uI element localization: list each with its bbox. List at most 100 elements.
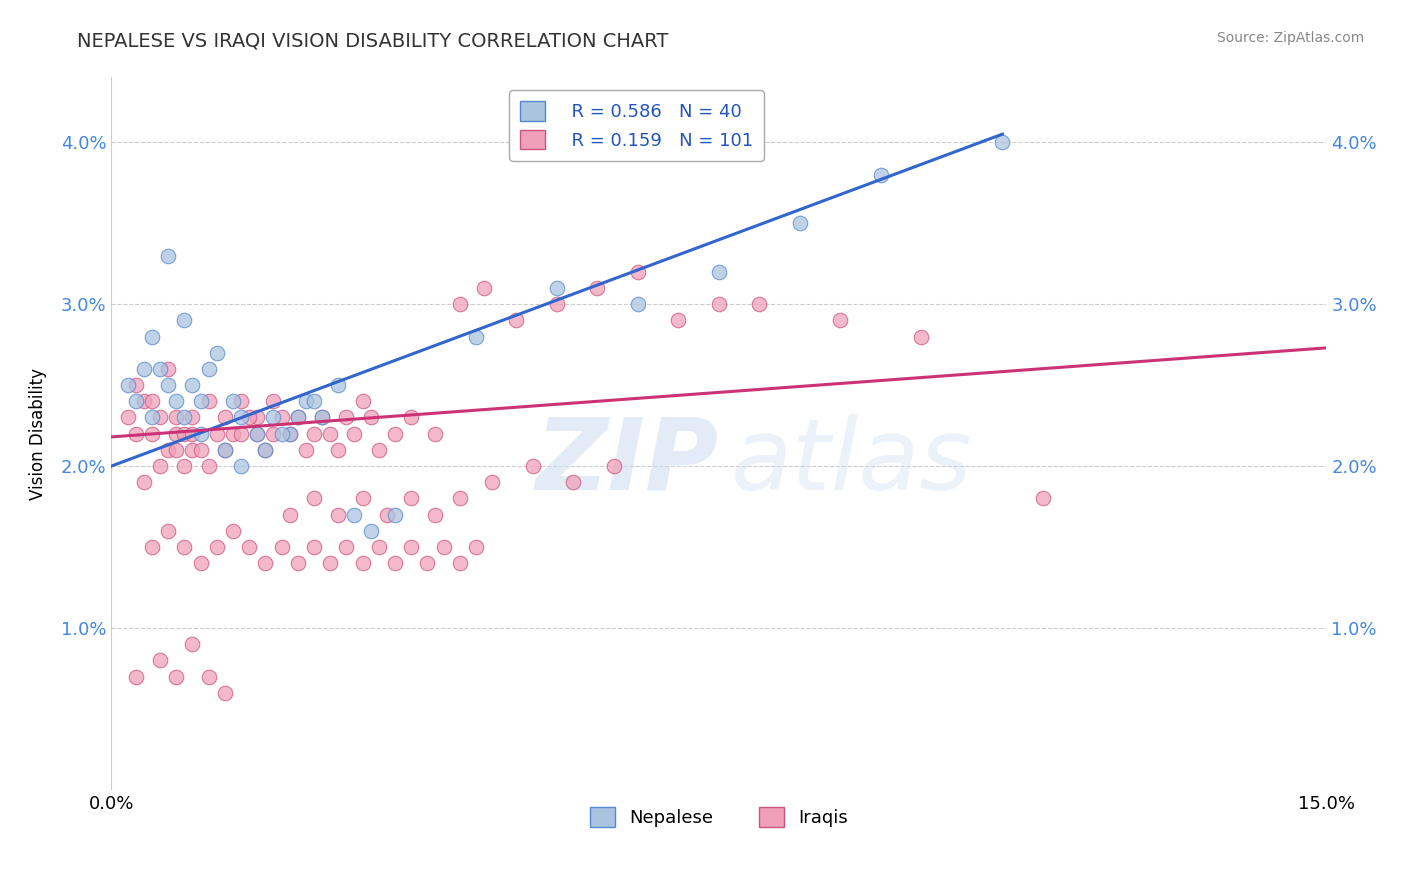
Legend: Nepalese, Iraqis: Nepalese, Iraqis (582, 800, 855, 834)
Point (214, 410, 236, 425)
Point (870, 168, 893, 182)
Point (465, 540, 488, 554)
Point (197, 458, 219, 473)
Point (505, 313, 527, 327)
Point (181, 442, 204, 457)
Point (141, 540, 163, 554)
Point (205, 345, 228, 359)
Point (214, 442, 236, 457)
Point (311, 410, 333, 425)
Point (302, 491, 325, 506)
Point (125, 426, 148, 441)
Point (181, 410, 204, 425)
Point (270, 410, 292, 425)
Point (425, 426, 447, 441)
Point (302, 394, 325, 409)
Point (165, 669, 187, 683)
Point (335, 410, 357, 425)
Point (262, 394, 284, 409)
Point (197, 362, 219, 376)
Point (270, 540, 292, 554)
Point (214, 442, 236, 457)
Point (562, 475, 585, 490)
Point (141, 329, 163, 343)
Point (165, 394, 187, 409)
Point (222, 394, 245, 409)
Point (830, 313, 852, 327)
Point (149, 653, 172, 667)
Point (352, 491, 374, 506)
Point (117, 410, 139, 425)
Text: Source: ZipAtlas.com: Source: ZipAtlas.com (1216, 31, 1364, 45)
Point (157, 442, 180, 457)
Point (141, 394, 163, 409)
Text: NEPALESE VS IRAQI VISION DISABILITY CORRELATION CHART: NEPALESE VS IRAQI VISION DISABILITY CORR… (77, 31, 669, 50)
Point (157, 524, 180, 538)
Point (343, 426, 366, 441)
Point (254, 442, 277, 457)
Point (352, 394, 374, 409)
Y-axis label: Vision Disability: Vision Disability (30, 368, 46, 500)
Point (254, 556, 277, 570)
Point (399, 540, 422, 554)
Point (173, 458, 195, 473)
Point (481, 475, 503, 490)
Point (399, 491, 422, 506)
Point (295, 394, 318, 409)
Point (384, 426, 406, 441)
Point (328, 378, 350, 392)
Point (522, 458, 544, 473)
Point (375, 508, 398, 522)
Point (125, 669, 148, 683)
Point (238, 410, 260, 425)
Point (181, 426, 204, 441)
Point (132, 362, 155, 376)
Point (432, 540, 454, 554)
Point (602, 458, 624, 473)
Point (141, 410, 163, 425)
Point (205, 540, 228, 554)
Text: ZIP: ZIP (536, 414, 718, 511)
Point (546, 281, 568, 295)
Point (157, 378, 180, 392)
Point (627, 297, 650, 311)
Point (278, 426, 301, 441)
Point (991, 135, 1014, 149)
Point (125, 394, 148, 409)
Point (546, 297, 568, 311)
Point (449, 297, 471, 311)
Point (149, 458, 172, 473)
Point (278, 426, 301, 441)
Point (360, 410, 382, 425)
Point (173, 540, 195, 554)
Point (302, 426, 325, 441)
Point (319, 556, 342, 570)
Point (449, 491, 471, 506)
Point (328, 442, 350, 457)
Point (238, 540, 260, 554)
Point (222, 524, 245, 538)
Point (165, 410, 187, 425)
Point (707, 265, 730, 279)
Point (328, 508, 350, 522)
Point (132, 394, 155, 409)
Point (165, 442, 187, 457)
Point (149, 362, 172, 376)
Point (319, 426, 342, 441)
Point (668, 313, 690, 327)
Point (1032, 491, 1054, 506)
Point (449, 556, 471, 570)
Point (399, 410, 422, 425)
Point (254, 442, 277, 457)
Point (132, 475, 155, 490)
Point (181, 378, 204, 392)
Point (197, 669, 219, 683)
Point (157, 249, 180, 263)
Point (465, 329, 488, 343)
Point (367, 540, 389, 554)
Point (229, 458, 252, 473)
Point (789, 216, 811, 230)
Point (262, 426, 284, 441)
Point (586, 281, 609, 295)
Point (311, 410, 333, 425)
